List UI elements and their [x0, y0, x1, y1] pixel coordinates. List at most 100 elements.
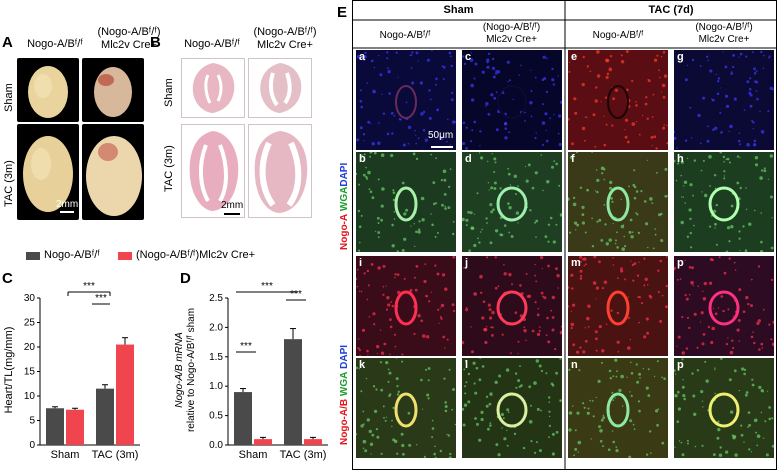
panel-e-col3-header: Nogo-A/Bᶠ/ᶠ: [592, 30, 644, 41]
micrograph-tile-label: h: [677, 153, 684, 165]
heart-photo-sham-cko: [82, 58, 144, 122]
y-tick-label: 5: [29, 416, 35, 427]
panel-c-label: C: [2, 270, 13, 287]
panel-a-scale-label: 2mm: [56, 199, 79, 210]
micrograph-tile: p: [674, 256, 774, 356]
y-axis-title: Heart/TL(mg/mm): [3, 327, 15, 414]
sig-label: ***: [83, 281, 95, 292]
micrograph-tile-label: i: [359, 257, 363, 269]
panel-e-group-tac: TAC (7d): [648, 4, 694, 16]
histology-sham-cko: [248, 58, 312, 118]
y-tick-label: 20: [24, 342, 36, 353]
y-tick-label: 0.5: [209, 411, 223, 422]
micrograph-tile: k: [356, 358, 456, 458]
panel-b-col1-header: Nogo-A/Bᶠ/ᶠ: [184, 38, 240, 50]
panel-a-row-sham: Sham: [3, 83, 15, 112]
y-tick-label: 30: [24, 293, 36, 304]
sig-label: ***: [261, 281, 273, 292]
micrograph-tile: n: [568, 358, 668, 458]
panel-e-scale-bar: [431, 146, 453, 148]
micrograph-tile-label: a: [359, 51, 366, 63]
y-tick-label: 25: [24, 318, 36, 329]
panel-b-label: B: [150, 34, 161, 51]
micrograph-tile-label: c: [465, 51, 472, 63]
y-tick-label: 15: [24, 367, 36, 378]
sig-label: ***: [95, 293, 107, 304]
panel-a-label: A: [2, 34, 13, 51]
legend-label-cko: (Nogo-A/Bᶠ/ᶠ)Mlc2v Cre+: [136, 249, 256, 261]
legend-swatch-cko: [118, 252, 132, 260]
micrograph-tile: e: [568, 50, 668, 150]
micrograph-tile-label: j: [465, 257, 469, 269]
legend-swatch-control: [26, 252, 40, 260]
y-tick-label: 1.0: [209, 381, 223, 392]
micrograph-tile-label: k: [359, 359, 366, 371]
y-tick-label: 10: [24, 391, 36, 402]
panel-b-row-tac: TAC (3m): [163, 145, 175, 192]
bar: [46, 408, 64, 445]
bar: [234, 392, 252, 445]
micrograph-tile-label: m: [571, 257, 581, 269]
panel-e-scale-label: 50μm: [428, 130, 454, 141]
bar: [304, 439, 322, 445]
micrograph-tile: p: [674, 358, 774, 458]
stain-label-group2: Nogo-A/B WGA DAPI: [339, 344, 350, 445]
bar: [66, 409, 84, 445]
micrograph-tile: f: [568, 152, 668, 252]
micrograph-tile: g: [674, 50, 774, 150]
y-axis-title: relative to Nogo-A/Bᶠ/ᶠ sham: [186, 308, 197, 432]
histology-tac-cko: [248, 124, 312, 218]
micrograph-tile-label: n: [571, 359, 578, 371]
heart-photo-sham-control: [17, 58, 79, 122]
panel-b-scale-label: 2mm: [221, 200, 244, 211]
x-tick-label: TAC (3m): [280, 449, 327, 461]
histology-sham-control: [181, 58, 245, 118]
y-tick-label: 1.5: [209, 352, 223, 363]
panel-e-group-sham: Sham: [443, 4, 474, 16]
y-tick-label: 0: [29, 440, 35, 451]
panel-e-col2-header: (Nogo-A/Bᶠ/ᶠ) Mlc2v Cre+: [482, 22, 541, 45]
panel-e-col4-header: (Nogo-A/Bᶠ/ᶠ) Mlc2v Cre+: [695, 22, 753, 45]
sig-label: ***: [240, 341, 252, 352]
x-tick-label: Sham: [239, 449, 268, 461]
y-tick-label: 2.5: [209, 293, 223, 304]
micrograph-tile: l: [462, 358, 562, 458]
micrograph-tile-label: d: [465, 153, 472, 165]
sig-label: ***: [290, 289, 302, 300]
panel-e-label: E: [337, 4, 348, 21]
legend-label-control: Nogo-A/Bᶠ/ᶠ: [44, 249, 100, 261]
bar: [254, 439, 272, 445]
micrograph-tile-label: p: [677, 257, 684, 269]
bar: [284, 339, 302, 445]
panel-a-scale-bar: [60, 211, 74, 213]
histology-tac-control: [181, 124, 245, 218]
panel-e-col1-header: Nogo-A/Bᶠ/ᶠ: [379, 30, 431, 41]
micrograph-tile-label: f: [571, 153, 575, 165]
chart-d: 0.0 0.5 1.0 1.5 2.0 2.5 Sham TAC (3m) Nogo-A/B m…: [174, 281, 328, 461]
micrograph-tile-label: p: [677, 359, 684, 371]
micrograph-tile: m: [568, 256, 668, 356]
micrograph-tile-label: e: [571, 51, 578, 63]
panel-b-row-sham: Sham: [163, 78, 175, 107]
micrograph-tile-label: b: [359, 153, 366, 165]
micrograph-tile: b: [356, 152, 456, 252]
x-tick-label: TAC (3m): [92, 449, 139, 461]
micrograph-tile: j: [462, 256, 562, 356]
heart-photo-tac-cko: [82, 124, 144, 220]
panel-d-label: D: [180, 270, 191, 287]
panel-b-col2-header: (Nogo-A/Bᶠ/ᶠ) Mlc2v Cre+: [253, 26, 317, 51]
micrograph-tile: d: [462, 152, 562, 252]
heart-photo-tac-control: [17, 124, 79, 220]
panel-a-col2-header: (Nogo-A/Bᶠ/ᶠ) Mlc2v Cre+: [97, 26, 161, 51]
panel-b-scale-bar: [224, 213, 240, 215]
y-tick-label: 2.0: [209, 322, 223, 333]
y-tick-label: 0.0: [209, 440, 223, 451]
micrograph-tile: h: [674, 152, 774, 252]
micrograph-tile-label: g: [677, 51, 684, 63]
bar: [116, 344, 134, 445]
y-axis-title: Nogo-A/B mRNA: [174, 332, 185, 408]
stain-label-group1: Nogo-A WGADAPI: [339, 162, 350, 250]
bar: [96, 388, 114, 445]
panel-a-row-tac: TAC (3m): [3, 160, 15, 207]
micrograph-tile: a: [356, 50, 456, 150]
